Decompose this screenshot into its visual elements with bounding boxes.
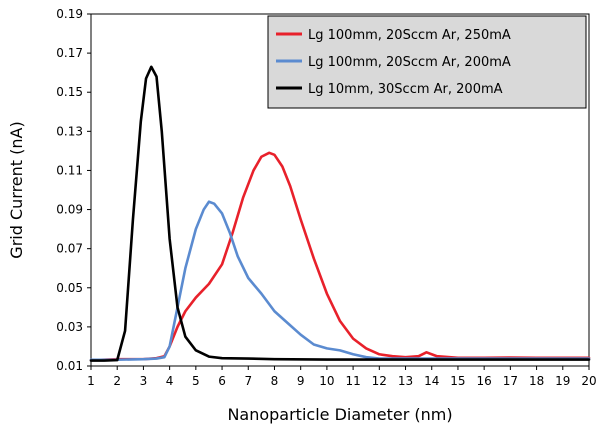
x-tick-label: 9 bbox=[297, 374, 305, 388]
series-line-1 bbox=[89, 151, 591, 362]
x-tick-label: 13 bbox=[398, 374, 413, 388]
x-tick-label: 16 bbox=[477, 374, 492, 388]
x-tick-label: 2 bbox=[113, 374, 121, 388]
x-tick-label: 1 bbox=[87, 374, 95, 388]
x-tick-label: 4 bbox=[166, 374, 174, 388]
y-tick-label: 0.03 bbox=[56, 320, 83, 334]
x-tick-label: 17 bbox=[503, 374, 518, 388]
x-tick-label: 12 bbox=[372, 374, 387, 388]
y-tick-label: 0.19 bbox=[56, 7, 83, 21]
x-tick-label: 7 bbox=[244, 374, 252, 388]
legend-box bbox=[267, 15, 587, 109]
y-axis-title: Grid Current (nA) bbox=[7, 121, 26, 258]
x-tick-label: 14 bbox=[424, 374, 439, 388]
x-tick-label: 6 bbox=[218, 374, 226, 388]
x-tick-label: 3 bbox=[140, 374, 148, 388]
legend-label: Lg 10mm, 30Sccm Ar, 200mA bbox=[308, 82, 503, 97]
y-tick-label: 0.15 bbox=[56, 85, 83, 99]
y-tick-label: 0.01 bbox=[56, 359, 83, 373]
x-tick-label: 8 bbox=[271, 374, 279, 388]
series-line-3 bbox=[89, 65, 591, 362]
y-tick-label: 0.07 bbox=[56, 242, 83, 256]
y-tick-label: 0.13 bbox=[56, 124, 83, 138]
legend-label: Lg 100mm, 20Sccm Ar, 250mA bbox=[308, 28, 511, 43]
x-tick-label: 19 bbox=[555, 374, 570, 388]
x-axis-title: Nanoparticle Diameter (nm) bbox=[227, 405, 452, 424]
y-tick-label: 0.05 bbox=[56, 281, 83, 295]
x-tick-label: 20 bbox=[581, 374, 596, 388]
x-tick-label: 10 bbox=[319, 374, 334, 388]
series-layer bbox=[89, 65, 591, 362]
x-tick-label: 18 bbox=[529, 374, 544, 388]
x-tick-label: 15 bbox=[450, 374, 465, 388]
y-tick-label: 0.11 bbox=[56, 163, 83, 177]
legend: Lg 100mm, 20Sccm Ar, 250mA Lg 100mm, 20Sc… bbox=[267, 15, 587, 109]
x-tick-label: 5 bbox=[192, 374, 200, 388]
y-tick-label: 0.09 bbox=[56, 203, 83, 217]
x-tick-label: 11 bbox=[345, 374, 360, 388]
x-axis-ticks: 1 2 3 4 5 6 7 8 9 10 11 12 13 14 15 16 17 18 19 20 bbox=[87, 366, 597, 388]
legend-label: Lg 100mm, 20Sccm Ar, 200mA bbox=[308, 55, 511, 70]
y-axis-ticks: 0.01 0.03 0.05 0.07 0.09 0.11 0.13 0.15 0.17 0.19 bbox=[56, 7, 91, 373]
y-tick-label: 0.17 bbox=[56, 46, 83, 60]
